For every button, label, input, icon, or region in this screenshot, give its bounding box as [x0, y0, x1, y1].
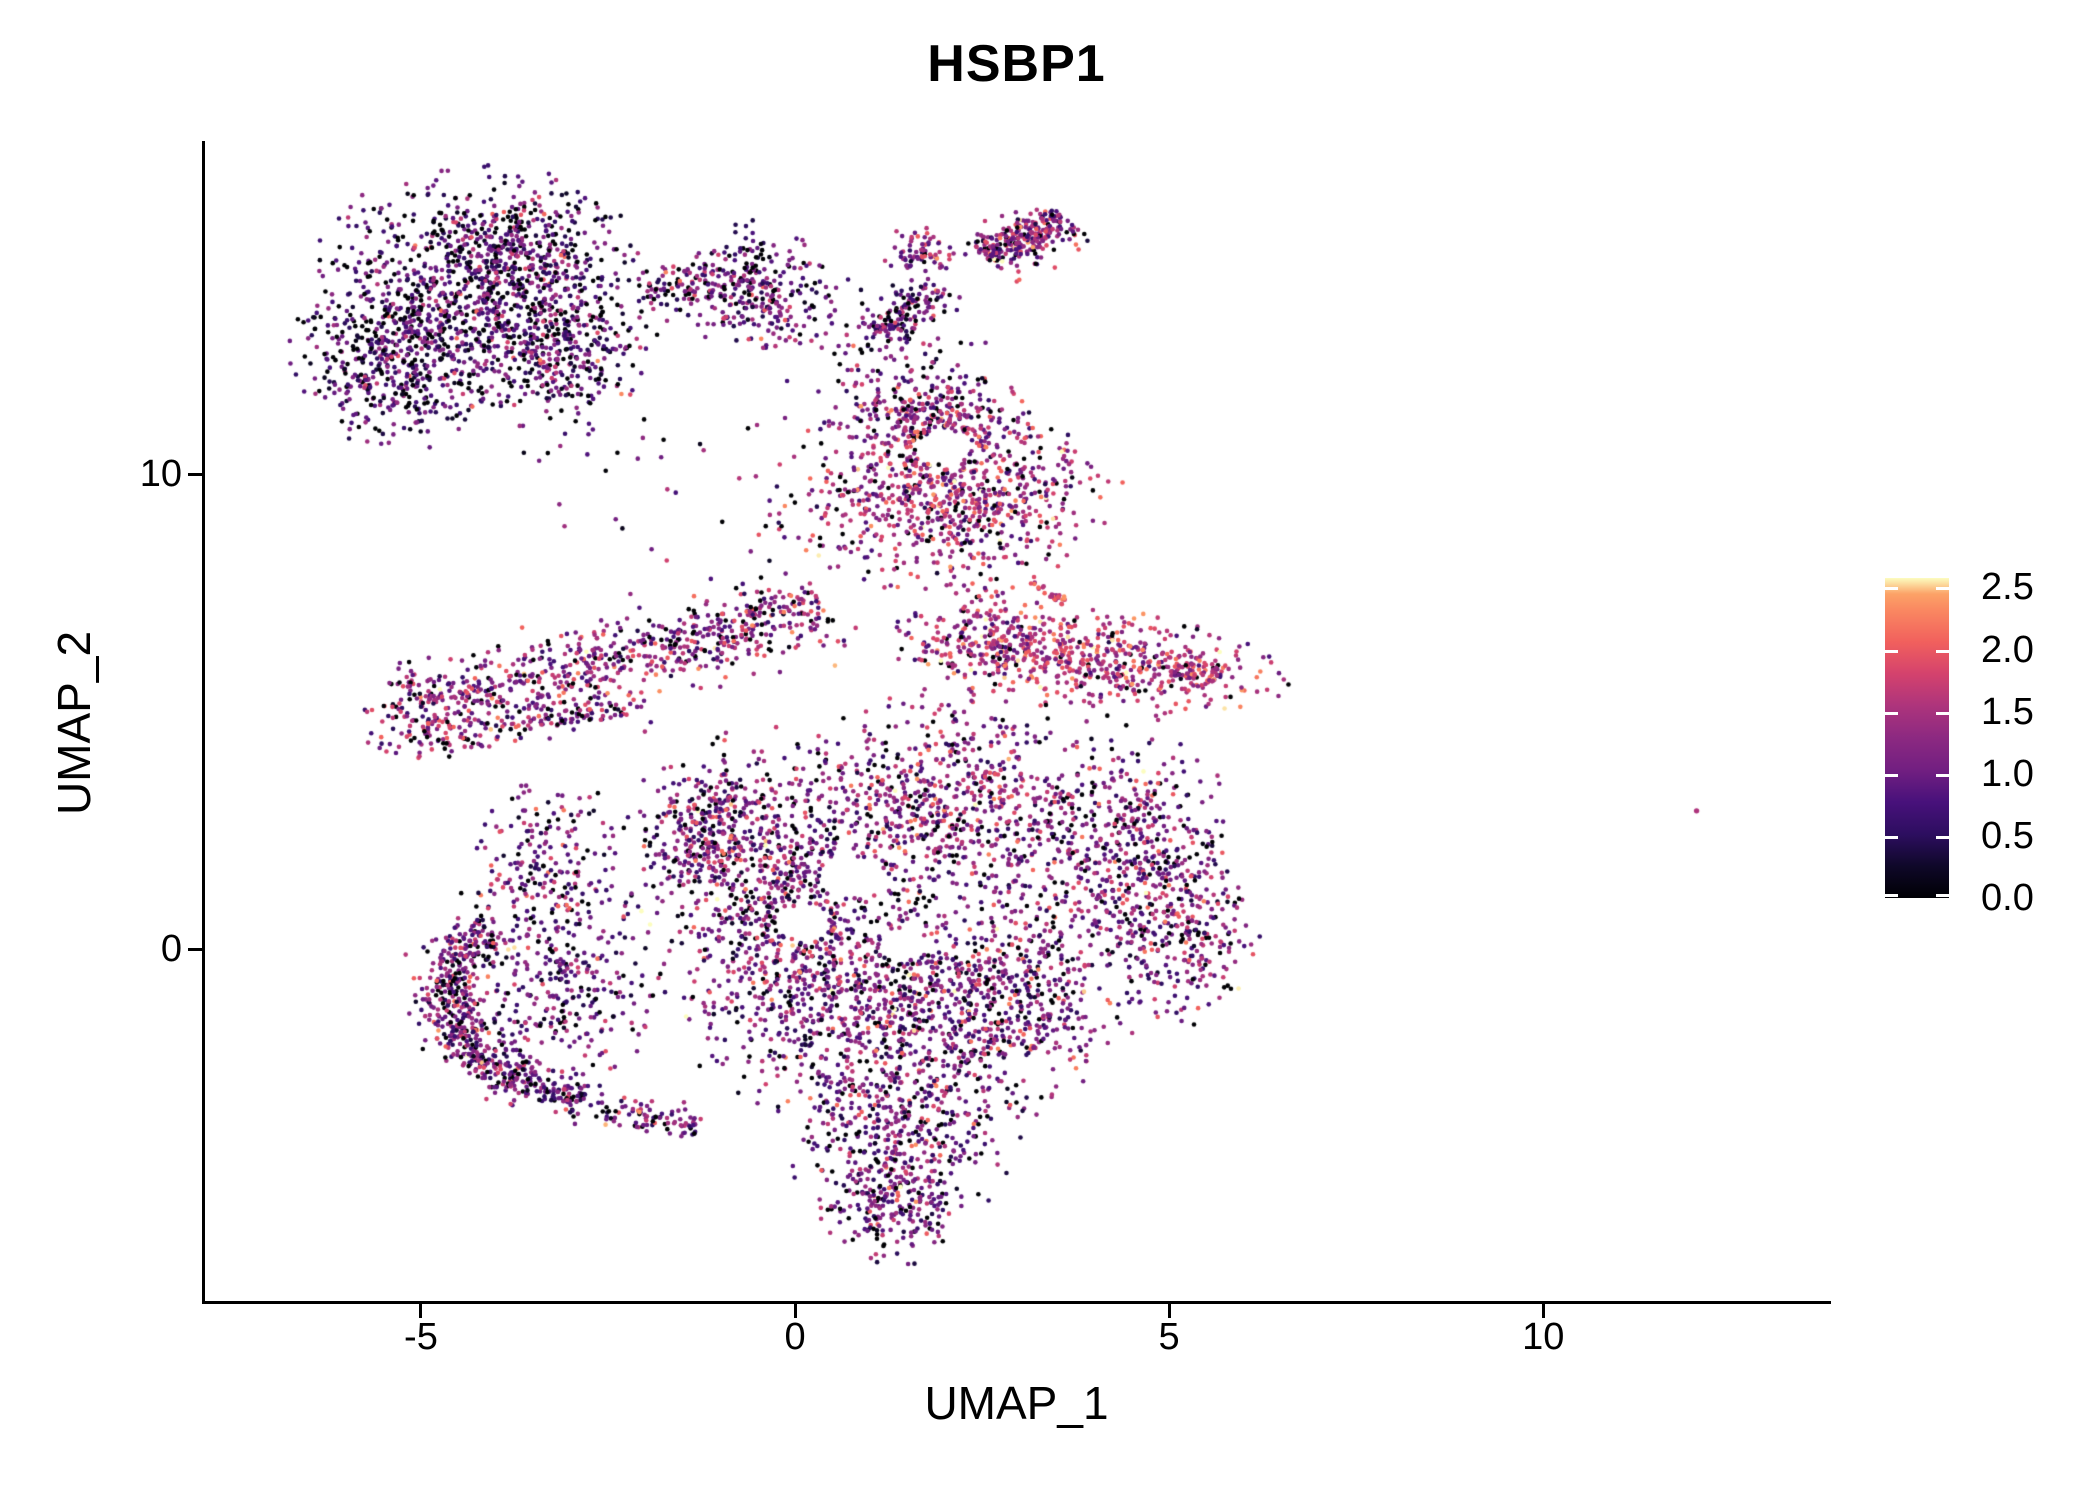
colorbar-tick-mark — [1936, 835, 1949, 839]
colorbar-tick-mark — [1936, 894, 1949, 897]
expression-colorbar: 2.5 2.0 1.5 1.0 0.5 0.0 — [1885, 566, 2034, 919]
x-tick-mark — [793, 1304, 797, 1318]
y-axis-title: UMAP_2 — [48, 630, 100, 816]
colorbar-gradient — [1885, 578, 1949, 898]
colorbar-tick-mark — [1936, 773, 1949, 777]
colorbar-tick-label: 2.0 — [1981, 628, 2034, 671]
y-tick-mark — [188, 947, 202, 951]
x-tick-mark — [419, 1304, 423, 1318]
colorbar-tick-label: 2.5 — [1981, 566, 2034, 609]
y-tick-label: 0 — [160, 928, 182, 971]
colorbar-tick-mark — [1885, 773, 1898, 777]
colorbar-tick-label: 0.0 — [1981, 877, 2034, 919]
colorbar-tick-label: 1.5 — [1981, 690, 2034, 733]
x-tick-label: 5 — [1158, 1316, 1180, 1358]
x-axis-title: UMAP_1 — [924, 1377, 1109, 1429]
plot-title: HSBP1 — [927, 35, 1106, 93]
colorbar-tick-mark — [1936, 587, 1949, 591]
y-tick-label: 10 — [139, 453, 182, 496]
x-tick-mark — [1541, 1304, 1545, 1318]
y-tick-mark — [188, 472, 202, 476]
colorbar-tick-mark — [1885, 711, 1898, 715]
colorbar-tick-label: 0.5 — [1981, 814, 2034, 857]
x-tick-label: 10 — [1522, 1316, 1565, 1358]
colorbar-tick-mark — [1936, 711, 1949, 715]
x-tick-label: 0 — [784, 1316, 806, 1358]
colorbar-tick-mark — [1885, 894, 1898, 897]
x-tick-mark — [1167, 1304, 1171, 1318]
colorbar-tick-label: 1.0 — [1981, 752, 2034, 795]
x-tick-label: -5 — [404, 1316, 438, 1358]
colorbar-tick-mark — [1885, 835, 1898, 839]
colorbar-tick-mark — [1885, 587, 1898, 591]
y-axis-line — [202, 141, 205, 1304]
x-axis-line — [202, 1301, 1831, 1304]
colorbar-tick-mark — [1885, 649, 1898, 653]
colorbar-tick-mark — [1936, 649, 1949, 653]
